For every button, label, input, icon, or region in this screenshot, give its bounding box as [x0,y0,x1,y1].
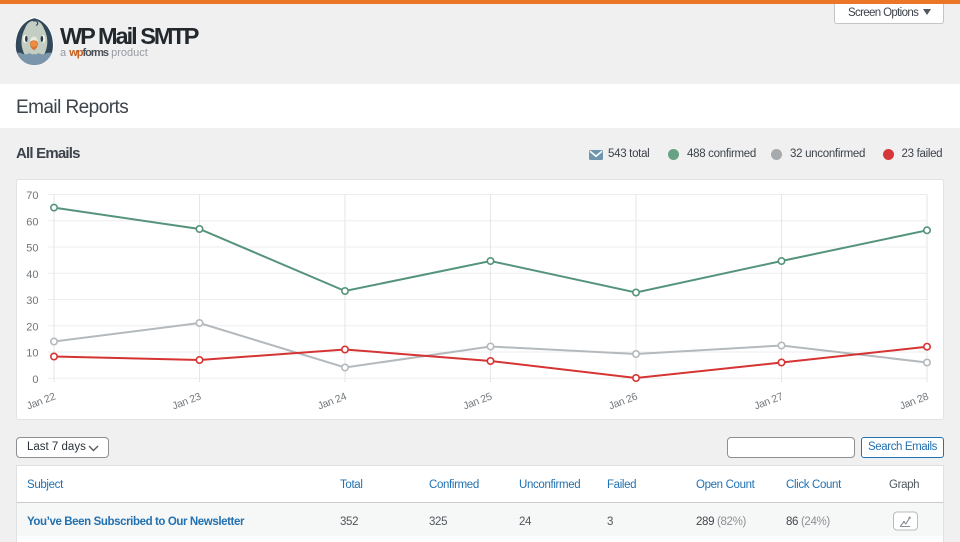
svg-text:Jan 27: Jan 27 [753,390,785,412]
svg-text:Jan 22: Jan 22 [25,390,57,412]
svg-text:Jan 26: Jan 26 [607,390,639,412]
svg-text:Jan 25: Jan 25 [462,390,494,412]
svg-text:Jan 24: Jan 24 [316,390,348,412]
svg-text:70: 70 [26,190,38,202]
svg-text:50: 50 [26,243,38,255]
svg-text:0: 0 [32,374,38,386]
svg-text:Jan 28: Jan 28 [898,390,930,412]
svg-text:20: 20 [26,321,38,333]
svg-text:30: 30 [26,295,38,307]
svg-text:10: 10 [26,348,38,360]
svg-text:40: 40 [26,269,38,281]
svg-text:60: 60 [26,216,38,228]
svg-text:Jan 23: Jan 23 [171,390,203,412]
